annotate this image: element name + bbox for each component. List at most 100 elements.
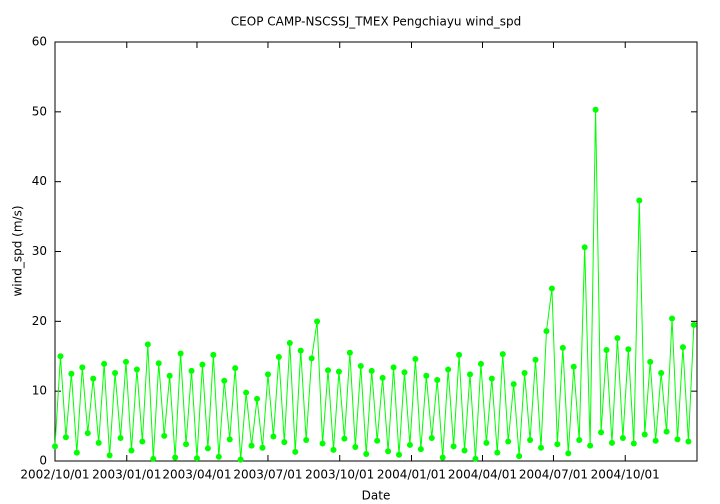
data-point <box>630 440 637 447</box>
x-tick-label: 2003/07/01 <box>233 468 302 482</box>
data-point <box>368 367 375 374</box>
data-point <box>510 381 517 388</box>
data-point <box>95 439 102 446</box>
data-point <box>658 370 665 377</box>
x-axis-label: Date <box>362 489 391 503</box>
y-tick-label: 30 <box>32 244 47 258</box>
data-point <box>341 435 348 442</box>
data-point <box>215 453 222 460</box>
x-tick-label: 2003/04/01 <box>162 468 231 482</box>
data-point <box>243 389 250 396</box>
data-point <box>461 447 468 454</box>
data-point <box>144 341 151 348</box>
data-point <box>52 443 58 450</box>
data-point <box>466 371 473 378</box>
data-point <box>488 375 495 382</box>
data-point <box>608 439 615 446</box>
y-tick-label: 60 <box>32 35 47 49</box>
data-point <box>505 438 512 445</box>
data-point <box>674 436 681 443</box>
x-tick-label: 2004/01/01 <box>377 468 446 482</box>
data-point <box>363 451 370 458</box>
data-point <box>128 447 135 454</box>
data-point <box>685 438 692 445</box>
data-point <box>57 353 64 360</box>
data-point <box>379 374 386 381</box>
data-point <box>385 448 392 455</box>
data-point <box>527 437 534 444</box>
data-point <box>521 370 528 377</box>
data-point <box>308 355 315 362</box>
data-point <box>543 328 550 335</box>
data-point <box>679 344 686 351</box>
data-point <box>221 377 228 384</box>
data-point <box>90 375 97 382</box>
data-point <box>226 436 233 443</box>
x-tick-label: 2003/10/01 <box>305 468 374 482</box>
data-point <box>494 449 501 456</box>
x-tick-label: 2002/10/01 <box>20 468 89 482</box>
data-point <box>570 363 577 370</box>
data-point <box>483 439 490 446</box>
data-point <box>101 360 108 367</box>
data-point <box>598 429 605 436</box>
data-point <box>537 444 544 451</box>
data-point <box>112 370 119 377</box>
data-point <box>150 455 157 462</box>
data-point <box>532 356 539 363</box>
data-point <box>248 442 255 449</box>
data-point <box>352 444 359 451</box>
data-point <box>155 360 162 367</box>
data-point <box>401 369 408 376</box>
data-point <box>183 441 190 448</box>
data-point <box>346 349 353 356</box>
y-axis-label: wind_spd (m/s) <box>11 205 25 296</box>
data-point <box>259 444 266 451</box>
data-point <box>434 376 441 383</box>
x-tick-label: 2004/10/01 <box>591 468 660 482</box>
data-point <box>117 434 124 441</box>
data-point <box>669 315 676 322</box>
data-point <box>286 339 293 346</box>
y-tick-label: 40 <box>32 174 47 188</box>
data-point <box>204 445 211 452</box>
data-point <box>172 454 179 461</box>
data-point <box>548 285 555 292</box>
data-point <box>188 367 195 374</box>
x-tick-label: 2003/01/01 <box>92 468 161 482</box>
data-point <box>62 434 69 441</box>
data-point <box>264 371 271 378</box>
data-point <box>303 437 310 444</box>
data-point <box>106 452 113 459</box>
data-point <box>390 364 397 371</box>
data-point <box>166 372 173 379</box>
data-point <box>472 455 479 462</box>
data-point <box>275 353 282 360</box>
y-tick-label: 20 <box>32 314 47 328</box>
data-point <box>619 434 626 441</box>
data-point <box>647 358 654 365</box>
x-tick-label: 2004/04/01 <box>448 468 517 482</box>
data-point <box>396 451 403 458</box>
data-point <box>325 367 332 374</box>
data-point <box>319 440 326 447</box>
data-point <box>330 446 337 453</box>
chart-title: CEOP CAMP-NSCSSJ_TMEX Pengchiayu wind_sp… <box>231 15 521 29</box>
data-point <box>232 365 239 372</box>
data-point <box>281 439 288 446</box>
data-point <box>79 364 86 371</box>
data-point <box>406 441 413 448</box>
data-point <box>139 438 146 445</box>
data-point <box>554 441 561 448</box>
data-point <box>592 106 599 113</box>
y-tick-label: 10 <box>32 384 47 398</box>
data-point <box>122 358 129 365</box>
x-tick-label: 2004/07/01 <box>519 468 588 482</box>
data-point <box>636 197 643 204</box>
data-point <box>450 443 457 450</box>
data-point <box>357 363 364 370</box>
data-point <box>581 244 588 251</box>
data-point <box>663 428 670 435</box>
